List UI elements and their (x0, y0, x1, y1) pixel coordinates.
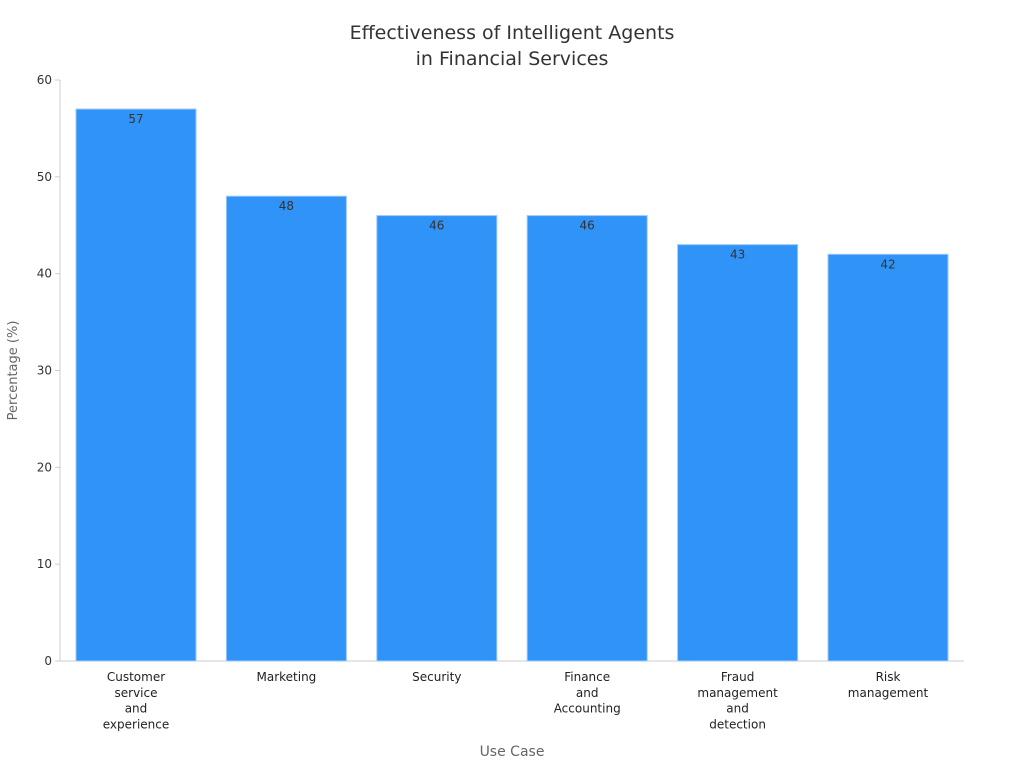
data-label: 46 (580, 219, 595, 233)
data-label: 57 (128, 112, 143, 126)
x-tick-label: and (576, 686, 599, 700)
x-tick-label: Risk (876, 670, 901, 684)
y-tick-label: 30 (37, 364, 52, 378)
bar (75, 108, 197, 662)
chart-title-line-1: Effectiveness of Intelligent Agents (349, 22, 675, 44)
y-tick-label: 20 (37, 460, 52, 474)
x-tick-label: management (848, 686, 929, 700)
x-tick-label: and (125, 702, 148, 716)
bar (526, 215, 648, 662)
x-tick-label: management (697, 686, 778, 700)
x-tick-label: Accounting (554, 702, 621, 716)
x-tick-label: and (726, 702, 749, 716)
data-label: 46 (429, 219, 444, 233)
data-label: 43 (730, 248, 745, 262)
chart-title-line-2: in Financial Services (415, 48, 609, 70)
x-tick-label: Fraud (721, 670, 755, 684)
y-tick-label: 40 (37, 267, 52, 281)
chart-title: Effectiveness of Intelligent Agents in F… (0, 20, 1024, 72)
bar (376, 215, 498, 662)
y-tick-label: 50 (37, 170, 52, 184)
x-tick-label: service (115, 686, 158, 700)
y-tick-label: 0 (44, 654, 52, 668)
data-label: 48 (279, 199, 294, 213)
x-tick-label: detection (709, 717, 766, 731)
y-tick-label: 10 (37, 557, 52, 571)
x-tick-label: Security (412, 670, 461, 684)
x-axis-title: Use Case (480, 744, 545, 760)
bar (677, 244, 799, 662)
y-axis-title: Percentage (%) (6, 321, 21, 421)
x-tick-label: Customer (107, 670, 165, 684)
bar (225, 195, 347, 662)
x-tick-label: Marketing (256, 670, 316, 684)
x-tick-label: Finance (564, 670, 610, 684)
x-tick-label: experience (103, 717, 170, 731)
y-tick-label: 60 (37, 73, 52, 87)
bar (827, 253, 949, 662)
data-label: 42 (880, 257, 895, 271)
